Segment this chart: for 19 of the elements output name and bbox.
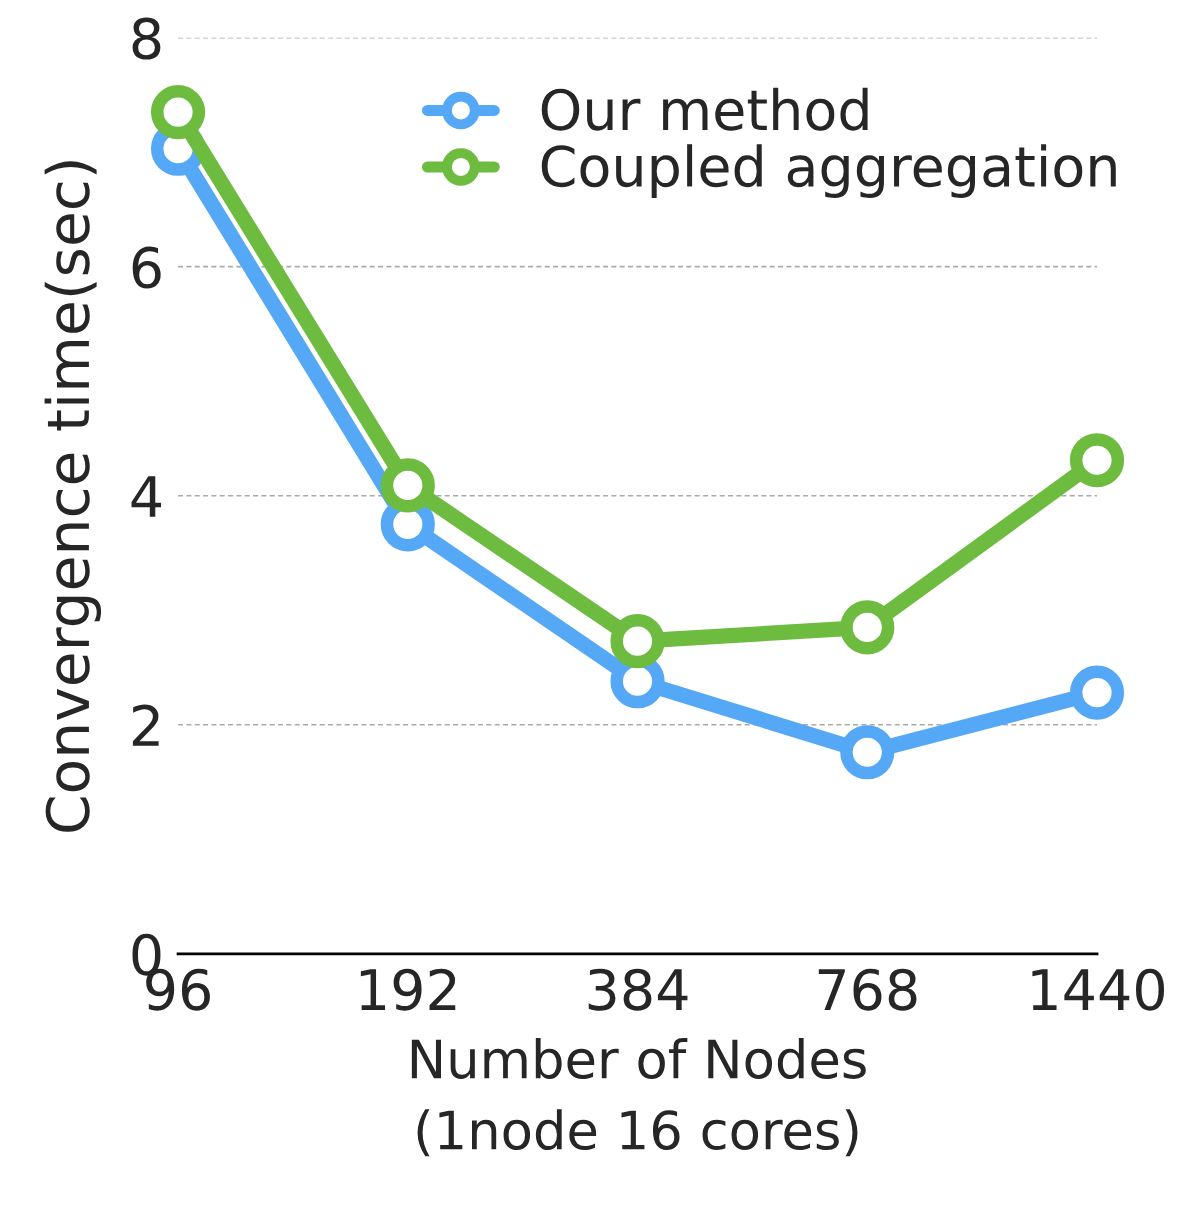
point: [840, 600, 895, 655]
x-tick-label: 1440: [1032, 968, 1165, 1011]
y-tick-label: 6: [132, 246, 161, 289]
y-tick-label: 4: [131, 476, 162, 517]
legend-label: Our method: [541, 87, 868, 131]
point: [150, 85, 206, 140]
x-axis-title: Number of Nodes (1node 16 cores): [411, 1038, 866, 1157]
x-tick-label: 768: [818, 968, 917, 1011]
legend-label: Coupled aggregation: [541, 144, 1116, 198]
point: [1069, 665, 1125, 720]
y-tick-label: 8: [132, 17, 161, 60]
point: [610, 614, 665, 669]
point: [840, 725, 895, 780]
point: [1069, 433, 1125, 488]
point: [380, 458, 435, 513]
y-axis-title: Convergence time(sec): [44, 161, 102, 832]
x-tick-label: 192: [360, 968, 456, 1011]
y-tick-label: 2: [132, 704, 159, 746]
x-tick-label: 384: [588, 968, 688, 1011]
